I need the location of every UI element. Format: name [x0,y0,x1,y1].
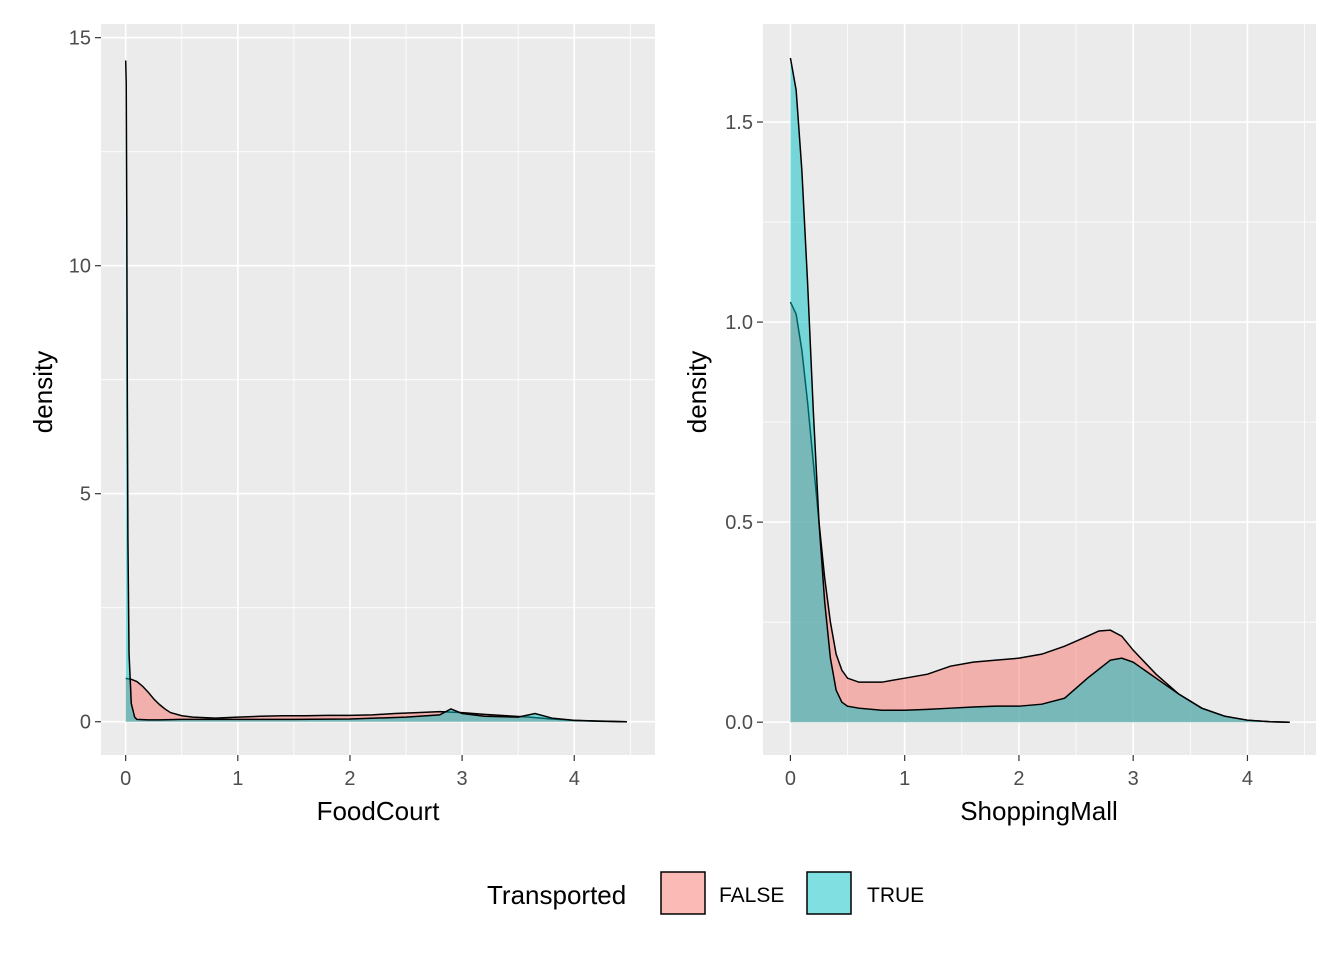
x-tick-label: 3 [457,768,468,790]
x-tick-label: 4 [1242,768,1253,790]
x-tick-label: 1 [232,768,243,790]
x-axis-ticks: 0 1 2 3 4 [785,755,1253,790]
y-axis-title: density [682,351,712,433]
x-axis-title: FoodCourt [317,796,441,826]
y-tick-label: 1.5 [725,112,753,134]
y-tick-label: 1.0 [725,312,753,334]
density-area-false [790,302,1290,723]
x-tick-label: 0 [785,768,796,790]
legend-label-false: FALSE [719,884,784,907]
foodcourt-density-panel: 0 5 10 15 0 1 2 3 4 FoodCourt density [28,24,655,826]
y-tick-label: 15 [69,28,91,50]
legend-label-true: TRUE [867,884,924,907]
y-axis-ticks: 0.0 0.5 1.0 1.5 [725,112,763,734]
legend-title: Transported [487,880,626,910]
density-areas [789,57,1290,723]
y-tick-label: 0.5 [725,512,753,534]
density-area-false [125,678,627,722]
density-line-true [124,60,627,723]
density-line-true [789,57,1290,723]
x-axis-ticks: 0 1 2 3 4 [120,755,580,790]
legend: Transported FALSE TRUE [487,871,924,915]
y-tick-label: 10 [69,256,91,278]
y-axis-title: density [28,351,58,433]
x-axis-title: ShoppingMall [960,796,1118,826]
x-tick-label: 0 [120,768,131,790]
y-axis-ticks: 0 5 10 15 [69,28,101,734]
shoppingmall-density-panel: 0.0 0.5 1.0 1.5 0 1 2 3 4 ShoppingMall density [682,24,1316,826]
y-tick-label: 5 [80,484,91,506]
panel-background [101,24,655,755]
density-line-false [125,677,627,723]
x-tick-label: 2 [344,768,355,790]
x-tick-label: 4 [569,768,580,790]
x-tick-label: 2 [1013,768,1024,790]
panel-background [763,24,1316,755]
legend-key-false [660,871,706,915]
x-tick-label: 3 [1128,768,1139,790]
legend-key-true [806,871,852,915]
y-tick-label: 0 [80,712,91,734]
y-tick-label: 0.0 [725,712,753,734]
density-areas [124,60,627,723]
x-tick-label: 1 [899,768,910,790]
